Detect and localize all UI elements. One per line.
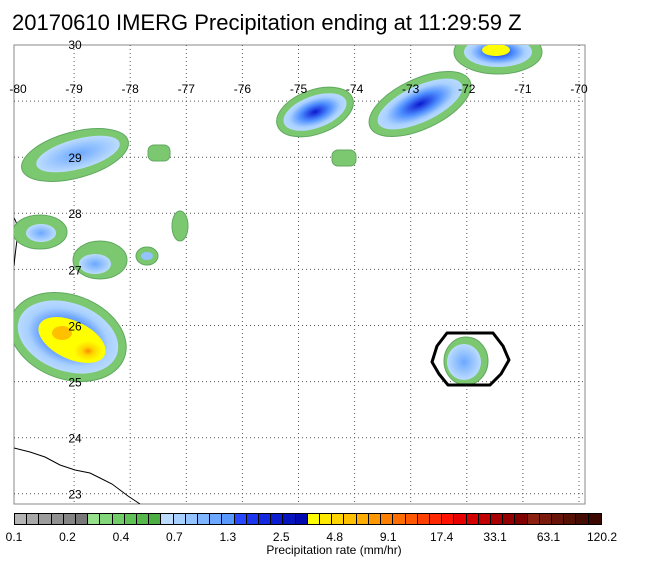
rain-cell-26 [72, 240, 128, 280]
colorbar-swatch [63, 514, 77, 524]
colorbar-swatch [210, 514, 223, 524]
colorbar-swatch [466, 514, 479, 524]
lon-label: -78 [122, 82, 140, 96]
colorbar-swatch [539, 514, 552, 524]
precipitation-map: -80 -79 -78 -77 -76 -75 -74 -73 -72 -71 -70 30 29 28… [9, 38, 588, 505]
lat-label: 30 [68, 38, 82, 52]
rain-cell-small-3 [135, 246, 159, 266]
colorbar-swatch [490, 514, 504, 524]
colorbar-swatch [417, 514, 430, 524]
colorbar-swatch [429, 514, 443, 524]
lat-label: 24 [68, 432, 82, 446]
colorbar [14, 513, 602, 525]
colorbar-swatch [307, 514, 321, 524]
colorbar-swatch [100, 514, 113, 524]
colorbar-swatch [381, 514, 394, 524]
rain-cell-75w-29n [276, 86, 354, 138]
lat-label: 28 [68, 207, 82, 221]
colorbar-swatch [295, 514, 308, 524]
lat-label: 23 [68, 488, 82, 502]
colorbar-swatch [515, 514, 528, 524]
colorbar-caption: Precipitation rate (mm/hr) [266, 543, 402, 557]
colorbar-tick-label: 0.1 [5, 530, 23, 544]
colorbar-swatch [454, 514, 467, 524]
rain-cell-small-1 [147, 144, 171, 162]
rain-cell-west-27 [14, 214, 68, 250]
colorbar-swatch [405, 514, 418, 524]
rain-cell-72w-24n [443, 336, 489, 386]
colorbar-swatch [137, 514, 150, 524]
longitude-labels: -80 -79 -78 -77 -76 -75 -74 -73 -72 -71 -70 [9, 82, 588, 96]
colorbar-swatch [173, 514, 186, 524]
rain-cell-north-top [453, 45, 543, 75]
colorbar-swatch [527, 514, 540, 524]
lat-label: 26 [68, 319, 82, 333]
colorbar-tick-label: 63.1 [536, 530, 561, 544]
latitude-labels: 302928272625242322 [68, 38, 82, 502]
colorbar-swatch [344, 514, 357, 524]
colorbar-tick-label: 33.1 [483, 530, 507, 544]
colorbar-swatch [478, 514, 491, 524]
lon-label: -79 [65, 82, 83, 96]
lon-label: -74 [346, 82, 364, 96]
colorbar-tick-label: 17.4 [429, 530, 454, 544]
colorbar-swatch [393, 514, 406, 524]
colorbar-swatch [88, 514, 101, 524]
rain-cell-small-4 [331, 149, 357, 167]
colorbar-swatch [161, 514, 174, 524]
colorbar-swatch [112, 514, 125, 524]
colorbar-swatch [39, 514, 52, 524]
colorbar-swatch [551, 514, 565, 524]
colorbar-swatch [320, 514, 333, 524]
lon-label: -72 [458, 82, 476, 96]
lat-label: 25 [68, 376, 82, 390]
colorbar-swatch [51, 514, 64, 524]
colorbar-swatch [27, 514, 40, 524]
colorbar-swatch [271, 514, 284, 524]
colorbar-tick-label: 1.3 [219, 530, 237, 544]
lat-label: 27 [68, 263, 82, 277]
rain-cell-intense-25 [14, 292, 127, 382]
lon-label: -73 [402, 82, 420, 96]
colorbar-tick-label: 0.4 [112, 530, 130, 544]
colorbar-swatch [124, 514, 138, 524]
colorbar-swatch [332, 514, 345, 524]
colorbar-swatch [588, 514, 601, 524]
coastline-cuba [14, 447, 141, 504]
colorbar-swatch [442, 514, 455, 524]
colorbar-swatch [185, 514, 199, 524]
lat-label: 29 [68, 151, 82, 165]
colorbar-swatch [76, 514, 89, 524]
colorbar-tick-label: 0.7 [166, 530, 183, 544]
colorbar-swatch [222, 514, 235, 524]
colorbar-swatch [356, 514, 369, 524]
colorbar-swatch [503, 514, 516, 524]
storm-contour-outline [430, 331, 511, 387]
lon-label: -76 [234, 82, 252, 96]
colorbar-swatch [149, 514, 162, 524]
colorbar-swatch [576, 514, 589, 524]
rain-cell-small-2 [171, 210, 189, 242]
colorbar-swatch [564, 514, 577, 524]
rain-cell-73w-29n [368, 71, 472, 137]
colorbar-swatch [259, 514, 272, 524]
rain-cell-north-bahamas [21, 128, 129, 182]
colorbar-tick-label: 4.8 [326, 530, 344, 544]
colorbar-tick-label: 2.5 [272, 530, 290, 544]
page-title: 20170610 IMERG Precipitation ending at 1… [12, 10, 522, 35]
colorbar-swatch [15, 514, 28, 524]
lon-label: -80 [9, 82, 27, 96]
lon-label: -77 [178, 82, 196, 96]
colorbar-tick-label: 9.1 [379, 530, 397, 544]
lon-label: -75 [290, 82, 308, 96]
colorbar-swatch [198, 514, 211, 524]
lon-label: -71 [514, 82, 532, 96]
colorbar-swatch [283, 514, 296, 524]
colorbar-tick-label: 0.2 [59, 530, 76, 544]
colorbar-swatch [246, 514, 260, 524]
lon-label: -70 [570, 82, 588, 96]
colorbar-tick-label: 120.2 [586, 530, 618, 544]
colorbar-swatch [368, 514, 382, 524]
colorbar-swatch [234, 514, 247, 524]
